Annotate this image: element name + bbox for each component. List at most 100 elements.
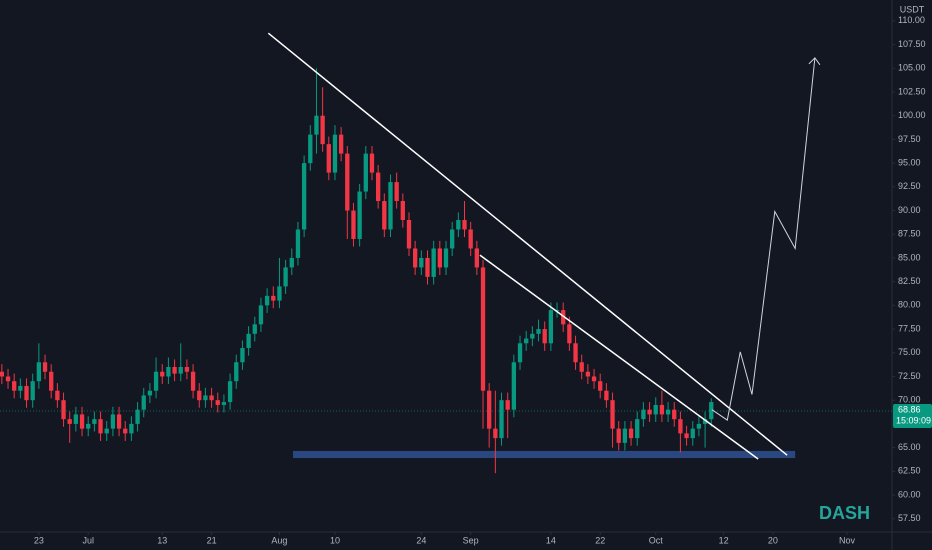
- candle-body: [178, 366, 183, 374]
- x-tick-label: 12: [719, 535, 729, 545]
- candle-body: [517, 343, 523, 363]
- candle-body: [443, 248, 449, 268]
- y-tick-label: 92.50: [898, 181, 921, 191]
- candle-body: [487, 390, 492, 429]
- candle-body: [394, 182, 399, 202]
- candle-body: [480, 267, 486, 391]
- candle-body: [690, 428, 695, 439]
- candle-body: [425, 257, 430, 277]
- candle-body: [240, 348, 245, 363]
- candle-body: [110, 414, 116, 429]
- y-tick-label: 87.50: [898, 229, 921, 239]
- candle-body: [659, 404, 665, 415]
- candle-body: [0, 371, 5, 377]
- candle-body: [388, 182, 393, 230]
- candle-body: [326, 144, 331, 173]
- y-tick-label: 107.50: [898, 39, 926, 49]
- candle-body: [351, 210, 356, 239]
- y-tick-label: 102.50: [898, 86, 926, 96]
- trendline: [479, 254, 759, 460]
- candle-body: [573, 343, 578, 363]
- candle-body: [628, 428, 634, 439]
- x-tick-label: 13: [157, 535, 167, 545]
- candle-body: [18, 385, 23, 391]
- candle-body: [598, 381, 603, 391]
- candle-body: [184, 366, 190, 372]
- candle-body: [622, 428, 628, 443]
- candle-body: [135, 409, 140, 424]
- candle-body: [55, 390, 60, 401]
- candle-body: [160, 371, 165, 377]
- currency-label: USDT: [900, 4, 925, 14]
- candle-body: [505, 400, 510, 410]
- candle-body: [67, 419, 72, 424]
- candle-body: [79, 414, 85, 429]
- y-tick-label: 95.00: [898, 157, 921, 167]
- candle-body: [702, 419, 708, 424]
- candle-body: [542, 329, 547, 344]
- candle-body: [554, 310, 560, 312]
- y-tick-label: 62.50: [898, 466, 921, 476]
- trendline: [267, 32, 788, 456]
- x-tick-label: Sep: [463, 535, 479, 545]
- candle-body: [672, 409, 677, 420]
- candle-body: [209, 395, 214, 401]
- candle-body: [73, 414, 79, 424]
- candle-body: [616, 428, 621, 443]
- candle-body: [61, 400, 66, 420]
- projection-arrowhead: [808, 57, 821, 66]
- y-tick-label: 70.00: [898, 395, 921, 405]
- x-tick-label: 21: [207, 535, 217, 545]
- support-zone: [293, 450, 796, 459]
- candle-body: [536, 329, 541, 334]
- candle-body: [30, 381, 35, 401]
- y-tick-label: 57.50: [898, 513, 921, 523]
- candle-body: [42, 362, 48, 372]
- candle-body: [462, 220, 467, 230]
- candle-body: [530, 333, 535, 339]
- candle-body: [456, 220, 461, 230]
- candle-body: [153, 371, 159, 391]
- candle-body: [271, 295, 276, 301]
- y-tick-label: 105.00: [898, 63, 926, 73]
- candle-body: [141, 395, 146, 410]
- y-tick-label: 80.00: [898, 300, 921, 310]
- candle-body: [499, 400, 504, 439]
- projection-path: [711, 57, 816, 421]
- x-tick-label: 23: [34, 535, 44, 545]
- candle-body: [203, 395, 208, 401]
- candle-body: [49, 371, 54, 391]
- candle-body: [474, 248, 480, 268]
- candle-body: [696, 423, 702, 429]
- candle-body: [24, 385, 29, 401]
- candle-body: [36, 362, 42, 382]
- candle-body: [400, 201, 405, 221]
- candle-body: [92, 419, 97, 424]
- candle-body: [678, 419, 683, 434]
- candle-body: [172, 366, 177, 374]
- candle-body: [12, 381, 17, 391]
- candle-body: [468, 229, 473, 249]
- last-price-label: 68.86: [898, 404, 921, 414]
- candle-body: [437, 248, 442, 268]
- candle-body: [450, 229, 455, 249]
- candle-body: [246, 333, 251, 349]
- candle-body: [591, 376, 597, 382]
- candle-body: [227, 381, 233, 403]
- candle-body: [295, 229, 301, 258]
- y-tick-label: 65.00: [898, 442, 921, 452]
- candle-body: [604, 390, 609, 401]
- x-tick-label: 22: [595, 535, 605, 545]
- x-tick-label: 10: [330, 535, 340, 545]
- x-tick-label: Jul: [82, 535, 94, 545]
- candle-body: [283, 267, 288, 287]
- candle-body: [277, 286, 282, 301]
- y-tick-label: 100.00: [898, 110, 926, 120]
- candle-body: [166, 366, 171, 377]
- candle-body: [524, 338, 529, 344]
- candle-body: [665, 409, 671, 415]
- y-tick-label: 72.50: [898, 371, 921, 381]
- candle-body: [369, 153, 375, 173]
